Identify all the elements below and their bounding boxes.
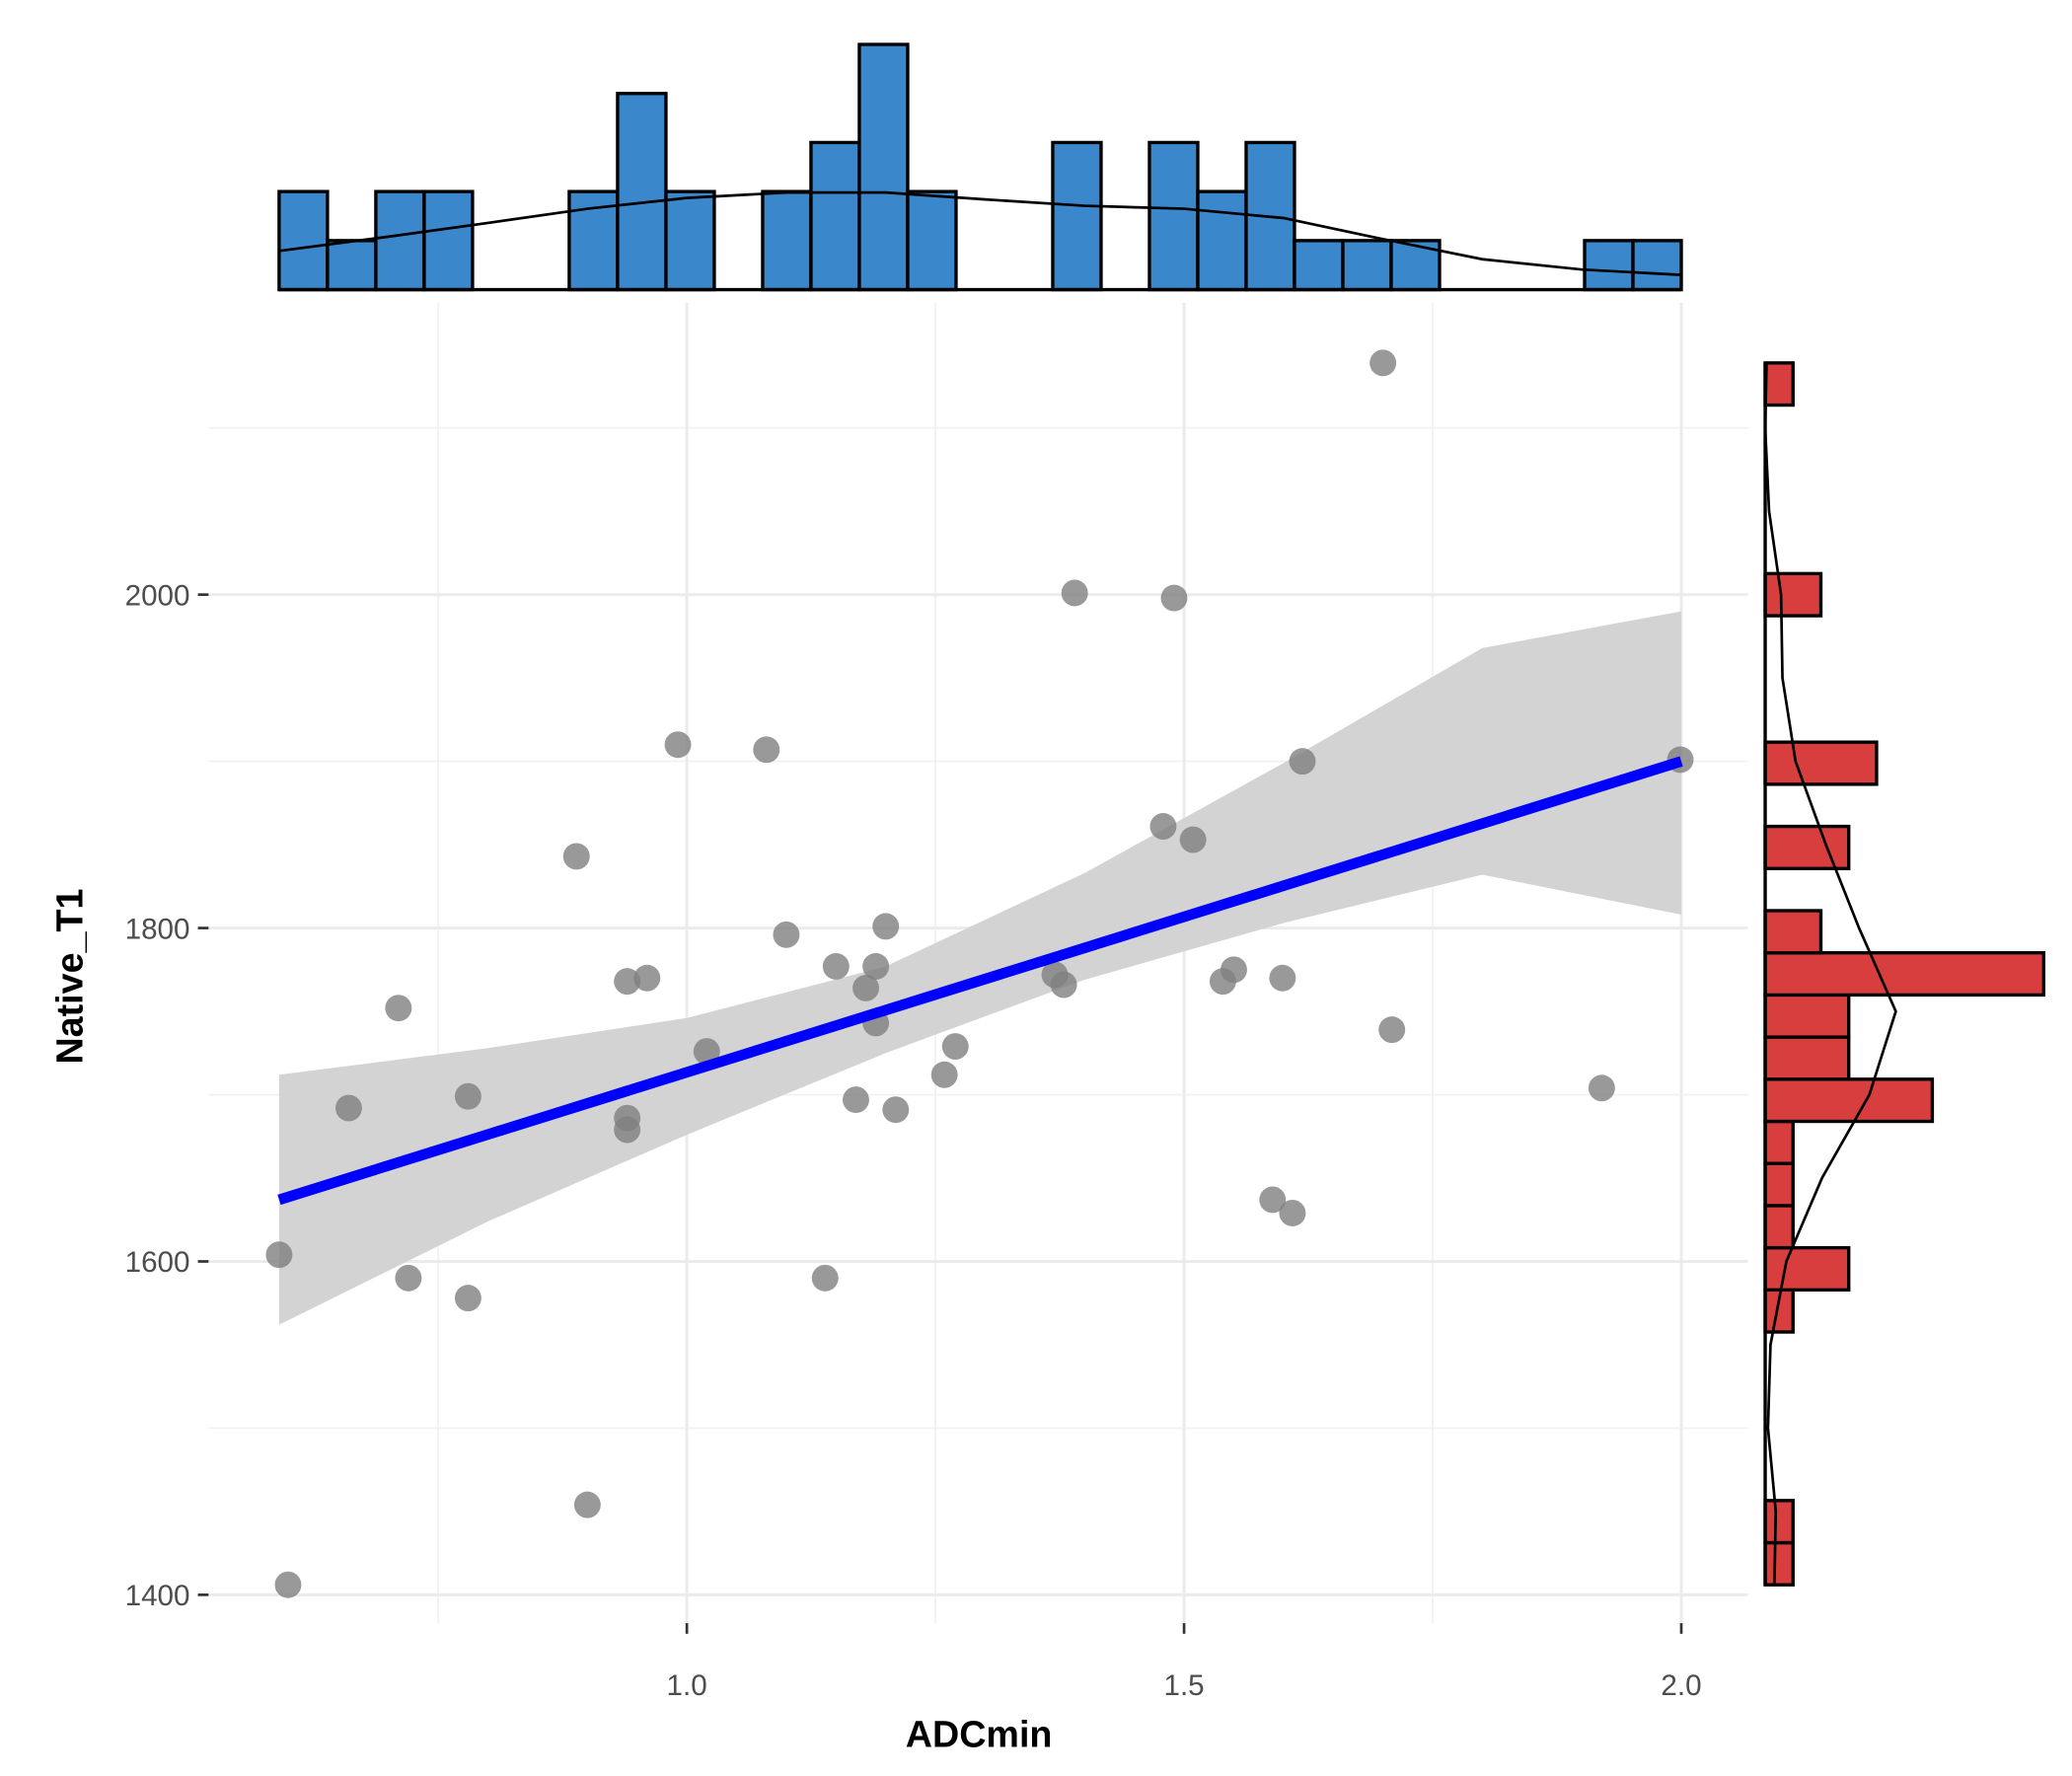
density-curve	[1763, 362, 1897, 1586]
point	[1289, 748, 1316, 776]
point	[614, 1116, 641, 1144]
histogram-bar	[809, 140, 861, 292]
histogram-bar	[1763, 993, 1851, 1039]
density-curve	[278, 190, 1682, 276]
point	[1209, 968, 1236, 996]
histogram-bar	[374, 189, 426, 292]
histogram-bar	[1341, 239, 1393, 292]
point	[1061, 579, 1088, 607]
fit-line	[277, 756, 1683, 1206]
histogram-bar	[1763, 1540, 1795, 1587]
histogram-bar	[1763, 1204, 1795, 1250]
point	[882, 1096, 910, 1124]
point	[614, 968, 641, 996]
histogram-bar	[1763, 571, 1823, 618]
point	[454, 1082, 481, 1110]
histogram-bar	[1763, 1245, 1851, 1292]
point	[562, 843, 590, 870]
point	[773, 921, 800, 948]
histogram-bar	[761, 189, 813, 292]
point	[862, 952, 890, 980]
histogram-bar	[1763, 740, 1879, 786]
point	[1179, 826, 1207, 853]
point	[1269, 964, 1296, 992]
histogram-bar	[1051, 140, 1103, 292]
y-tick-label: 1600	[125, 1246, 190, 1279]
histogram-bar	[277, 189, 330, 292]
point	[573, 1491, 601, 1518]
point	[274, 1571, 302, 1598]
point	[753, 736, 780, 764]
histogram-bar	[326, 239, 378, 292]
confidence-band	[278, 611, 1682, 1325]
histogram-bar	[1147, 140, 1200, 292]
y-tick-label: 1400	[125, 1580, 190, 1612]
point	[334, 1094, 362, 1122]
histogram-bar	[1763, 951, 2046, 998]
histogram-bar	[1763, 824, 1851, 870]
point	[1279, 1200, 1306, 1226]
point	[693, 1038, 720, 1066]
point	[633, 964, 661, 992]
histogram-bar	[1583, 239, 1635, 292]
point	[454, 1285, 481, 1312]
histogram-bar	[1293, 239, 1345, 292]
histogram-bar	[1763, 1119, 1795, 1165]
histogram-bar	[616, 92, 668, 292]
point	[395, 1264, 422, 1292]
histogram-bar	[906, 189, 958, 292]
histogram-bar	[1763, 361, 1795, 407]
histogram-bar	[1763, 1161, 1795, 1208]
point	[1378, 1016, 1406, 1044]
x-tick-label: 1.5	[1163, 1669, 1204, 1702]
x-axis-title: ADCmin	[906, 1713, 1053, 1754]
point	[872, 913, 900, 940]
point	[822, 952, 850, 980]
point	[1259, 1186, 1287, 1214]
point	[1149, 813, 1177, 840]
y-axis-title: Native_T1	[48, 888, 90, 1064]
point	[385, 995, 412, 1022]
point	[1050, 971, 1077, 999]
y-tick-label: 2000	[125, 579, 190, 612]
histogram-bar	[857, 42, 910, 292]
histogram-bar	[1631, 239, 1683, 292]
point	[811, 1264, 839, 1292]
point	[930, 1061, 958, 1088]
point	[941, 1033, 969, 1060]
x-tick-label: 2.0	[1661, 1669, 1701, 1702]
histogram-bar	[1763, 909, 1823, 955]
point	[1369, 349, 1397, 377]
point	[1588, 1074, 1615, 1102]
point	[852, 974, 880, 1001]
histogram-bar	[1196, 189, 1248, 292]
histogram-bar	[1763, 1499, 1795, 1545]
histogram-bar	[1763, 1077, 1935, 1124]
point	[664, 731, 692, 759]
point	[265, 1241, 293, 1269]
y-tick-label: 1800	[125, 913, 190, 945]
x-tick-label: 1.0	[667, 1669, 707, 1702]
histogram-bar	[422, 189, 475, 292]
histogram-bar	[1763, 1035, 1851, 1081]
point	[1160, 584, 1188, 612]
histogram-bar	[664, 189, 716, 292]
point	[843, 1086, 869, 1114]
